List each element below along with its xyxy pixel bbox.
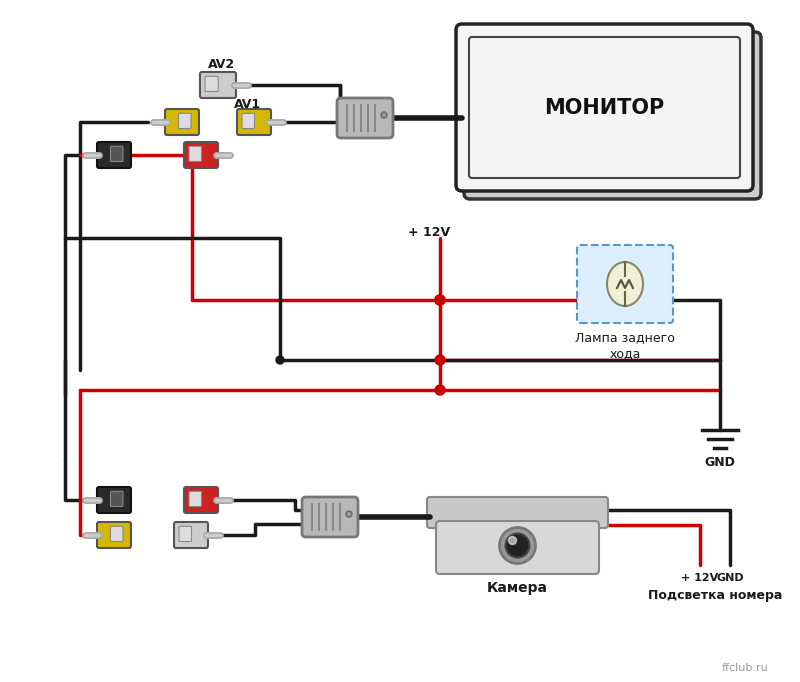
Circle shape [499, 527, 535, 563]
Text: + 12V: + 12V [682, 573, 718, 583]
FancyBboxPatch shape [178, 113, 191, 128]
Circle shape [435, 385, 445, 395]
Circle shape [435, 355, 445, 365]
FancyBboxPatch shape [302, 497, 358, 537]
Text: GND: GND [705, 456, 735, 469]
FancyBboxPatch shape [110, 527, 123, 542]
FancyBboxPatch shape [237, 109, 271, 135]
Text: Подсветка номера: Подсветка номера [648, 589, 782, 602]
FancyBboxPatch shape [337, 98, 393, 138]
Text: GND: GND [716, 573, 744, 583]
FancyBboxPatch shape [464, 32, 761, 199]
FancyBboxPatch shape [97, 487, 131, 513]
FancyBboxPatch shape [174, 522, 208, 548]
Circle shape [381, 112, 387, 118]
Text: Камера: Камера [487, 581, 548, 595]
Ellipse shape [607, 262, 643, 306]
Circle shape [435, 295, 445, 305]
Circle shape [276, 356, 284, 364]
Text: Лампа заднего: Лампа заднего [575, 331, 675, 344]
FancyBboxPatch shape [436, 521, 599, 574]
FancyBboxPatch shape [189, 147, 202, 162]
FancyBboxPatch shape [97, 522, 131, 548]
FancyBboxPatch shape [427, 497, 608, 528]
FancyBboxPatch shape [200, 72, 236, 98]
Text: + 12V: + 12V [408, 226, 450, 239]
FancyBboxPatch shape [456, 24, 753, 191]
FancyBboxPatch shape [110, 491, 123, 507]
Text: AV1: AV1 [234, 98, 262, 110]
FancyBboxPatch shape [577, 245, 673, 323]
FancyBboxPatch shape [179, 527, 191, 542]
Text: ffclub.ru: ffclub.ru [722, 663, 768, 673]
Text: хода: хода [610, 348, 641, 361]
Text: AV2: AV2 [209, 59, 235, 72]
FancyBboxPatch shape [184, 142, 218, 168]
Circle shape [346, 511, 352, 517]
Circle shape [509, 537, 517, 544]
FancyBboxPatch shape [97, 142, 131, 168]
FancyBboxPatch shape [165, 109, 199, 135]
FancyBboxPatch shape [184, 487, 218, 513]
Circle shape [435, 295, 445, 305]
FancyBboxPatch shape [242, 113, 254, 128]
Circle shape [506, 533, 530, 557]
FancyBboxPatch shape [469, 37, 740, 178]
FancyBboxPatch shape [189, 491, 202, 507]
FancyBboxPatch shape [205, 76, 218, 91]
FancyBboxPatch shape [110, 147, 123, 162]
Text: МОНИТОР: МОНИТОР [544, 98, 665, 117]
